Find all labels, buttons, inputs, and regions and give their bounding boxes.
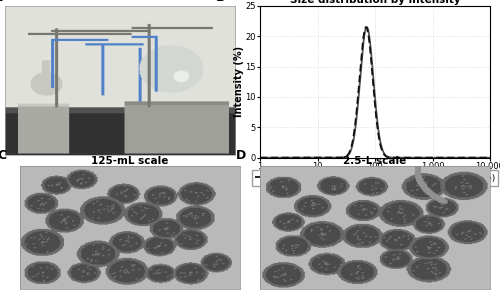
Legend: MSNP (125-mL scale), MSNP (2.5-L scale): MSNP (125-mL scale), MSNP (2.5-L scale) <box>252 170 498 186</box>
Text: D: D <box>236 149 246 161</box>
X-axis label: Size (d.nm): Size (d.nm) <box>344 172 406 182</box>
Title: 125-mL scale: 125-mL scale <box>92 156 168 166</box>
Title: Size distribution by intensity: Size distribution by intensity <box>290 0 460 5</box>
Title: 2.5-L scale: 2.5-L scale <box>344 156 406 166</box>
Y-axis label: Intensity (%): Intensity (%) <box>234 46 244 117</box>
Text: A: A <box>0 0 2 4</box>
Text: B: B <box>216 0 226 4</box>
Text: C: C <box>0 149 7 161</box>
